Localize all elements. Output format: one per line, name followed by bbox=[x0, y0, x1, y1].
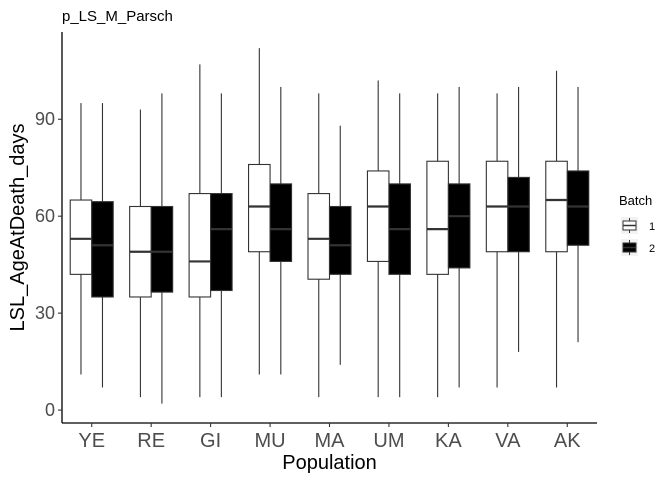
box-body bbox=[366, 170, 390, 262]
box-UM-batch-2 bbox=[388, 93, 411, 398]
x-tick-label: YE bbox=[78, 430, 105, 452]
x-tick-label: KA bbox=[435, 430, 462, 452]
y-axis-ticks: 0 30 60 90 bbox=[35, 109, 62, 420]
box-body bbox=[447, 183, 471, 269]
box-VA-batch-1 bbox=[485, 93, 509, 388]
box-body bbox=[269, 183, 293, 262]
box-body bbox=[188, 193, 212, 298]
y-axis-label: LSL_AgeAtDeath_days bbox=[7, 124, 29, 332]
legend-title: Batch bbox=[619, 193, 652, 208]
box-body bbox=[507, 176, 530, 253]
box-KA-batch-2 bbox=[447, 86, 471, 388]
box-GI-batch-1 bbox=[188, 64, 212, 398]
x-tick-label: VA bbox=[495, 430, 521, 452]
box-body bbox=[69, 199, 93, 275]
box-GI-batch-2 bbox=[210, 93, 233, 398]
x-axis-ticks: YE RE GI MU MA UM KA VA AK bbox=[78, 423, 581, 452]
x-tick-label: MU bbox=[255, 430, 286, 452]
x-tick-label: RE bbox=[137, 430, 165, 452]
y-tick-label: 90 bbox=[35, 109, 55, 129]
box-body bbox=[566, 170, 590, 246]
plot-area bbox=[69, 48, 590, 404]
box-MU-batch-2 bbox=[269, 86, 293, 375]
x-tick-label: GI bbox=[200, 430, 221, 452]
y-tick-label: 60 bbox=[35, 206, 55, 226]
box-AK-batch-2 bbox=[566, 86, 590, 343]
box-body bbox=[248, 163, 271, 253]
box-body bbox=[210, 193, 233, 292]
box-body bbox=[426, 160, 449, 275]
legend-label: 1 bbox=[649, 221, 655, 233]
box-body bbox=[545, 160, 568, 253]
box-YE-batch-2 bbox=[91, 103, 114, 388]
box-MA-batch-1 bbox=[307, 93, 331, 398]
chart-title: p_LS_M_Parsch bbox=[62, 8, 173, 25]
box-MA-batch-2 bbox=[328, 125, 352, 365]
box-KA-batch-1 bbox=[426, 93, 449, 398]
box-RE-batch-2 bbox=[150, 93, 174, 404]
legend-item-batch-1: 1 bbox=[621, 217, 655, 234]
box-VA-batch-2 bbox=[507, 86, 530, 352]
box-body bbox=[307, 193, 331, 280]
box-RE-batch-1 bbox=[129, 109, 152, 398]
box-body bbox=[150, 205, 174, 293]
x-tick-label: AK bbox=[554, 430, 581, 452]
legend-item-batch-2: 2 bbox=[621, 239, 655, 256]
x-tick-label: UM bbox=[373, 430, 404, 452]
x-tick-label: MA bbox=[315, 430, 346, 452]
y-tick-label: 0 bbox=[45, 400, 55, 420]
box-body bbox=[328, 205, 352, 275]
box-body bbox=[91, 201, 114, 298]
legend: Batch 1 2 bbox=[619, 193, 655, 256]
box-YE-batch-1 bbox=[69, 103, 93, 375]
legend-label: 2 bbox=[649, 243, 655, 255]
x-axis-label: Population bbox=[282, 452, 377, 474]
box-AK-batch-1 bbox=[545, 70, 568, 388]
box-UM-batch-1 bbox=[366, 80, 390, 398]
y-tick-label: 30 bbox=[35, 303, 55, 323]
box-MU-batch-1 bbox=[248, 48, 271, 375]
